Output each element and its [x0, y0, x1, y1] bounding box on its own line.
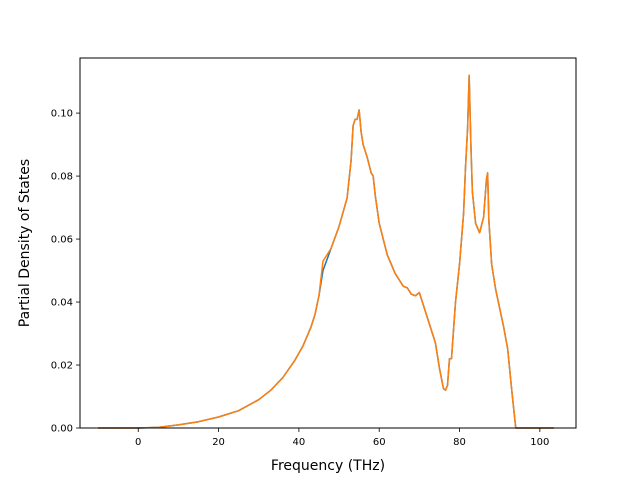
y-tick-label: 0.02 [51, 361, 73, 372]
y-axis: 0.00 0.02 0.04 0.06 0.08 0.10 [51, 109, 80, 435]
x-tick-label: 80 [453, 437, 466, 448]
y-tick-label: 0.10 [51, 109, 73, 120]
x-axis: 0 20 40 60 80 100 [135, 428, 549, 448]
y-tick-label: 0.04 [51, 298, 73, 309]
series-line-2 [98, 74, 554, 429]
axes-frame [79, 57, 577, 429]
x-tick-label: 0 [135, 437, 141, 448]
y-tick-label: 0.00 [51, 424, 73, 435]
y-axis-label: Partial Density of States [17, 159, 33, 327]
x-tick-label: 20 [212, 437, 225, 448]
x-tick-label: 60 [373, 437, 386, 448]
series-layer [98, 74, 554, 429]
x-tick-label: 100 [530, 437, 549, 448]
x-tick-label: 40 [293, 437, 306, 448]
x-axis-label: Frequency (THz) [271, 458, 385, 474]
y-tick-label: 0.06 [51, 235, 73, 246]
y-tick-label: 0.08 [51, 172, 73, 183]
